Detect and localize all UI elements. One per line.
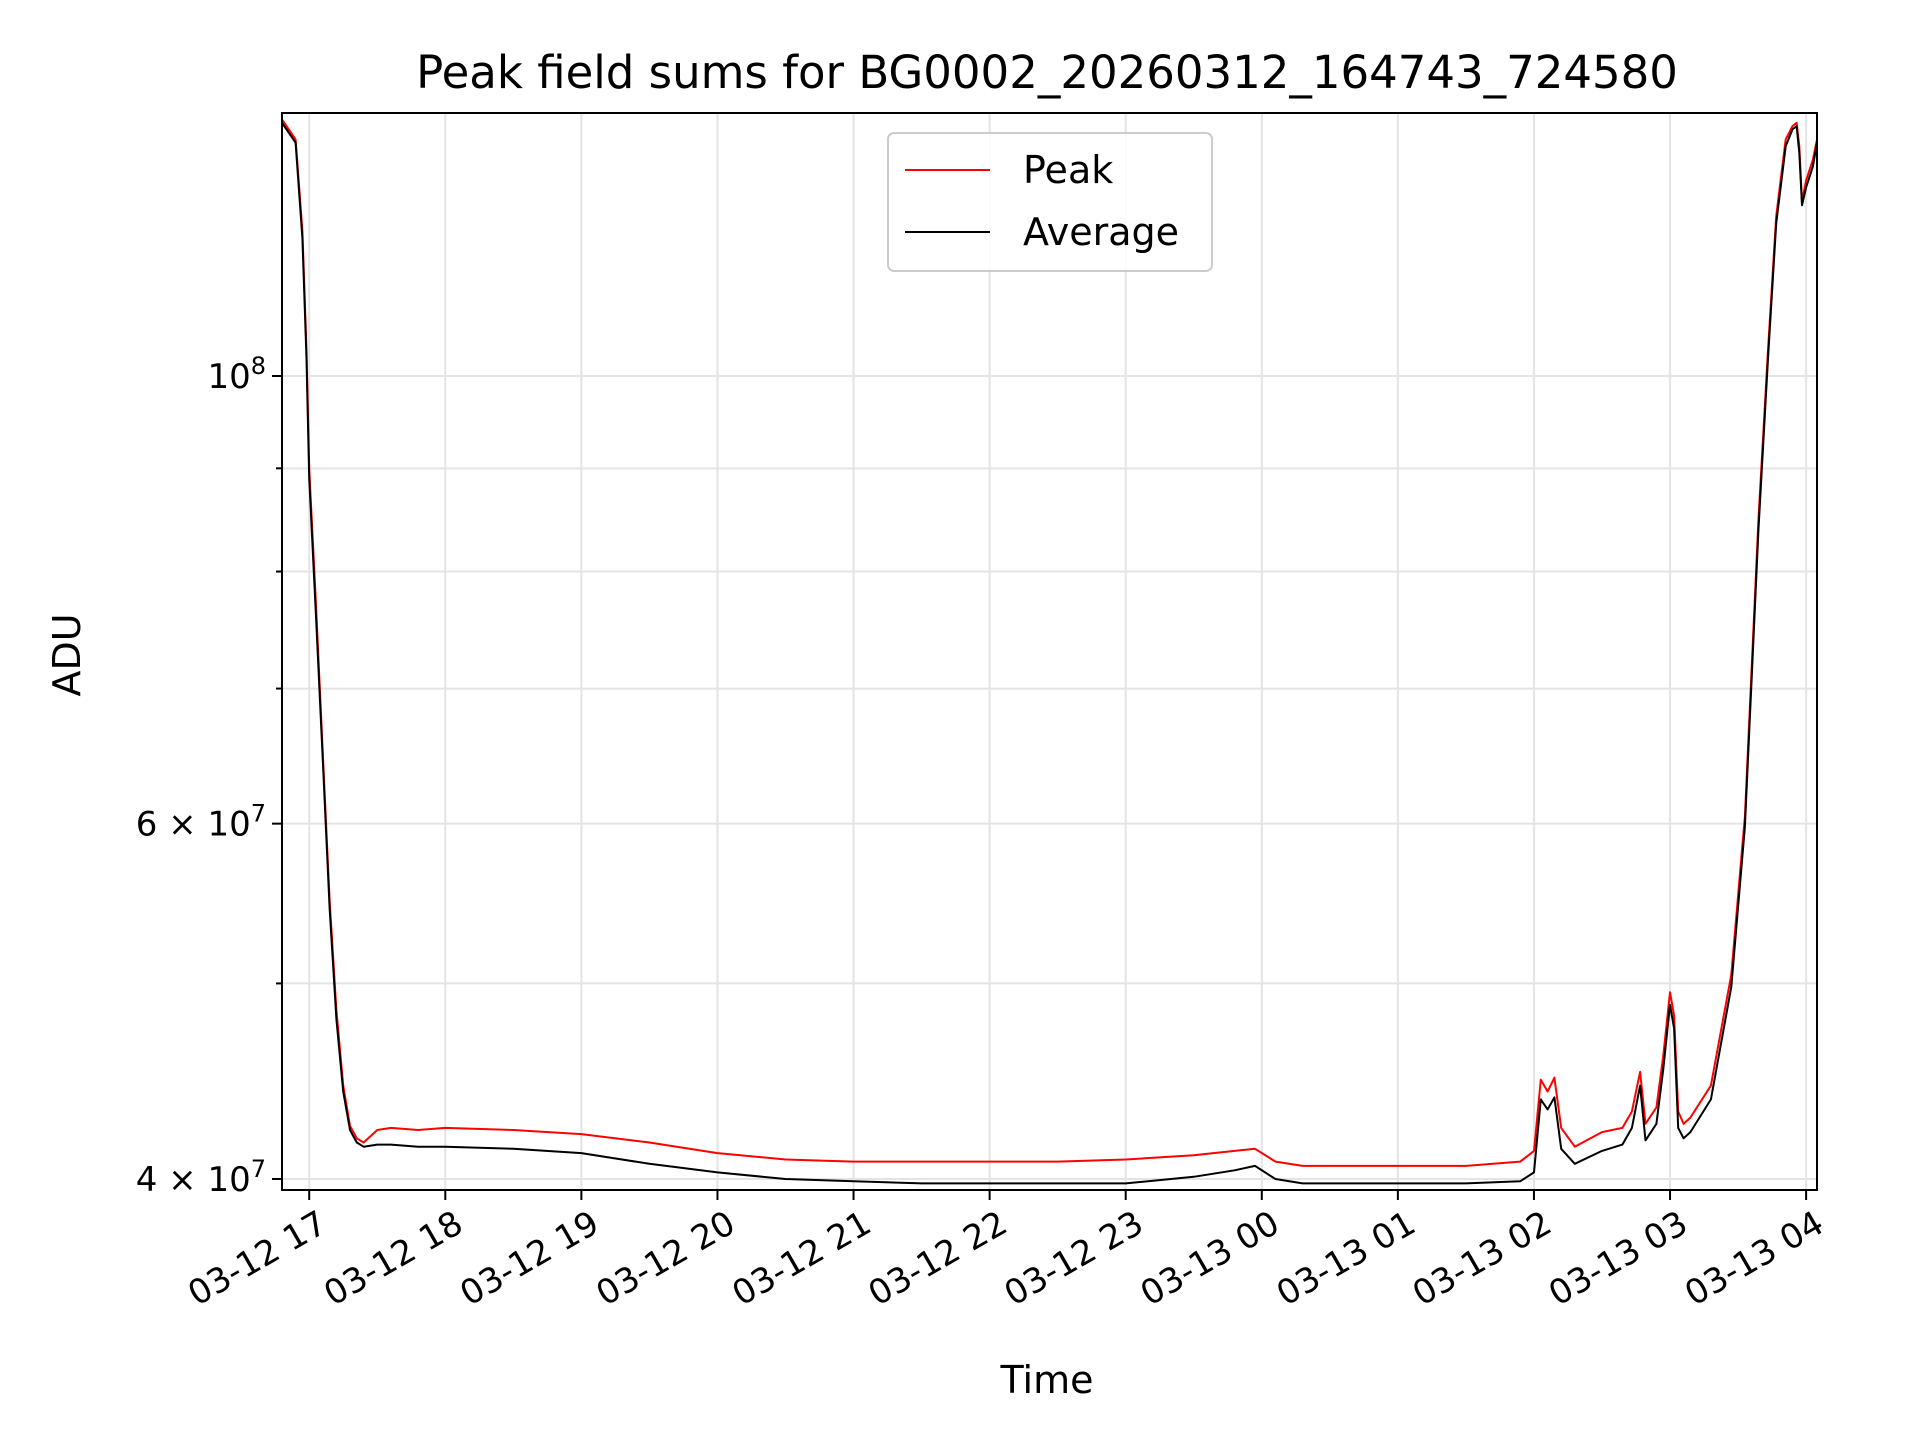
plot-frame: [281, 112, 1818, 1191]
y-tick-label: 6 × 107: [136, 800, 266, 845]
y-tick-label-base: 4 × 10: [136, 1160, 251, 1200]
y-tick-label-exponent: 7: [251, 800, 266, 828]
plot-series: [281, 118, 1818, 1185]
y-tick-label-exponent: 7: [251, 1155, 266, 1183]
y-tick-label-base: 6 × 10: [136, 805, 251, 845]
x-axis-label: Time: [1000, 1358, 1094, 1402]
legend: Peak Average: [887, 132, 1213, 272]
y-axis-label: ADU: [45, 613, 89, 696]
legend-label-average: Average: [1023, 210, 1179, 254]
series-line-average: [281, 122, 1818, 1185]
legend-box: [887, 132, 1213, 272]
y-tick-label: 108: [207, 352, 266, 397]
y-tick-label: 4 × 107: [136, 1155, 266, 1200]
chart-title: Peak field sums for BG0002_20260312_1647…: [416, 46, 1678, 99]
legend-label-peak: Peak: [1023, 148, 1113, 192]
y-tick-label-base: 10: [207, 357, 250, 397]
y-tick-label-exponent: 8: [251, 352, 266, 380]
